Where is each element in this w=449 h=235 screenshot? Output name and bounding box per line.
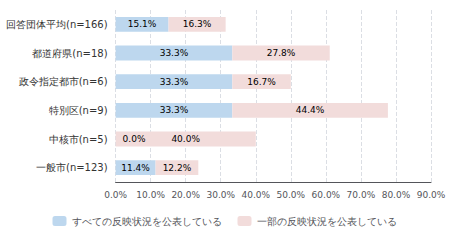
svg-text:0.0%: 0.0% — [104, 190, 127, 200]
svg-text:16.3%: 16.3% — [183, 19, 212, 29]
svg-text:20.0%: 20.0% — [171, 190, 200, 200]
svg-text:27.8%: 27.8% — [267, 48, 296, 58]
svg-text:33.3%: 33.3% — [160, 105, 189, 115]
svg-text:15.1%: 15.1% — [128, 19, 157, 29]
svg-text:回答団体平均(n=166): 回答団体平均(n=166) — [6, 19, 108, 30]
svg-text:50.0%: 50.0% — [277, 190, 306, 200]
svg-text:33.3%: 33.3% — [160, 77, 189, 87]
svg-text:44.4%: 44.4% — [296, 105, 325, 115]
svg-text:12.2%: 12.2% — [163, 163, 192, 173]
svg-text:政令指定都市(n=6): 政令指定都市(n=6) — [19, 76, 108, 87]
svg-text:すべての反映状況を公表している: すべての反映状況を公表している — [72, 216, 222, 227]
svg-text:特別区(n=9): 特別区(n=9) — [49, 105, 108, 116]
svg-text:40.0%: 40.0% — [241, 190, 270, 200]
svg-text:70.0%: 70.0% — [347, 190, 376, 200]
svg-text:一部の反映状況を公表している: 一部の反映状況を公表している — [257, 216, 397, 227]
svg-text:0.0%: 0.0% — [123, 134, 146, 144]
svg-text:33.3%: 33.3% — [160, 48, 189, 58]
svg-text:80.0%: 80.0% — [382, 190, 411, 200]
svg-text:16.7%: 16.7% — [247, 77, 276, 87]
svg-text:中核市(n=5): 中核市(n=5) — [49, 134, 108, 145]
svg-text:都道府県(n=18): 都道府県(n=18) — [32, 48, 107, 59]
svg-text:一般市(n=123): 一般市(n=123) — [36, 162, 108, 173]
svg-text:10.0%: 10.0% — [136, 190, 165, 200]
svg-text:90.0%: 90.0% — [417, 190, 446, 200]
svg-text:30.0%: 30.0% — [206, 190, 235, 200]
svg-text:60.0%: 60.0% — [312, 190, 341, 200]
svg-text:11.4%: 11.4% — [121, 163, 150, 173]
svg-text:40.0%: 40.0% — [171, 134, 200, 144]
